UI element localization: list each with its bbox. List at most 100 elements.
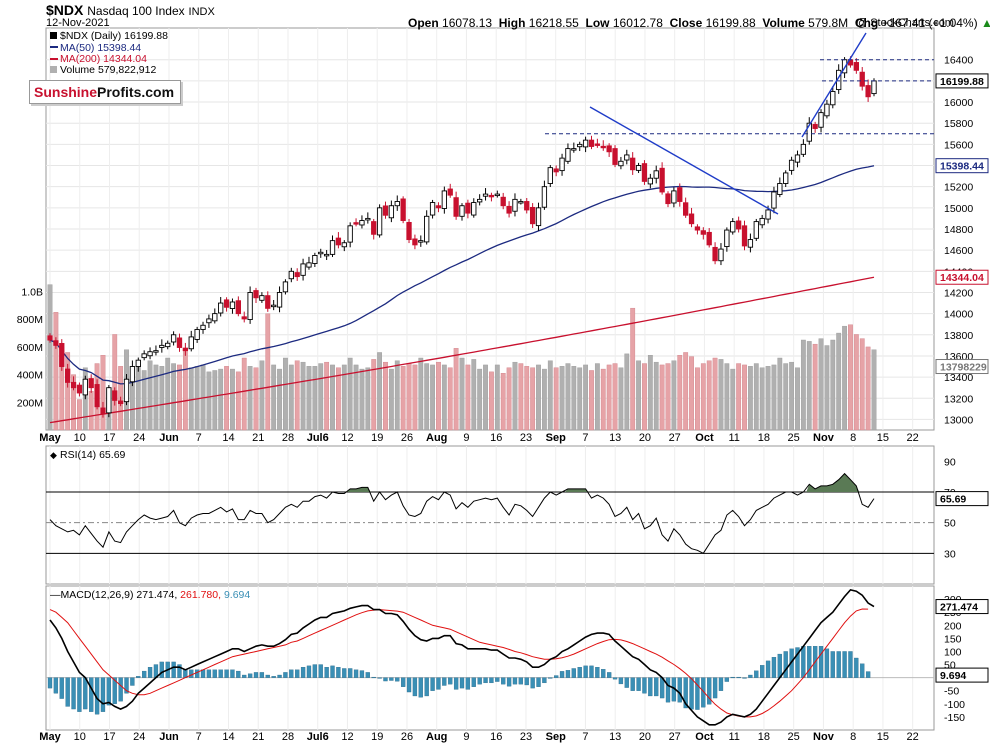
volume-bar (377, 352, 382, 431)
macd-histogram-bar (448, 677, 453, 685)
volume-bar (224, 366, 229, 431)
x-tick-label-bottom: 22 (907, 731, 919, 743)
macd-histogram-bar (212, 669, 217, 678)
candle-body (112, 390, 118, 401)
candle-body (747, 239, 754, 248)
candle-body (688, 213, 695, 225)
candle-body (353, 222, 359, 225)
volume-bar (706, 360, 712, 431)
panel-frame-2 (45, 445, 935, 585)
candle-body (106, 387, 112, 414)
macd-histogram-bar (595, 667, 600, 678)
price-tick-label: 15000 (944, 203, 973, 215)
macd-histogram-bar (53, 677, 59, 694)
volume-bar (353, 364, 359, 431)
candle-body (147, 351, 153, 357)
candle-body (388, 205, 395, 219)
volume-bar (647, 355, 653, 431)
volume-bar (536, 364, 541, 431)
candle-body (582, 139, 589, 148)
volume-bar (165, 357, 171, 431)
macd-histogram-bar (524, 677, 529, 686)
candle-body (765, 209, 771, 220)
x-tick-label-bottom: Sep (546, 731, 566, 743)
price-legend-text: $NDX (Daily) 16199.88 (60, 30, 168, 42)
symbol: $NDX (46, 2, 84, 18)
candle-body (288, 270, 294, 280)
x-tick-label-bottom: 10 (74, 731, 86, 743)
volume-bar (430, 364, 435, 431)
volume-bar (418, 357, 424, 431)
candle-body (806, 122, 812, 142)
macd-histogram-bar (371, 676, 376, 679)
x-tick-label-top: 17 (103, 432, 115, 444)
macd-histogram-bar (418, 677, 423, 698)
candle-body (735, 220, 742, 230)
candle-body (188, 336, 194, 350)
macd-histogram-bar (389, 677, 394, 681)
candle-body (306, 262, 312, 268)
macd-histogram-bar (589, 665, 594, 678)
macd-histogram-bar (106, 677, 112, 706)
volume-bar (818, 338, 824, 431)
copyright: @ StockCharts.com (856, 17, 954, 29)
volume-bar (800, 339, 806, 431)
macd-current-label-box (935, 599, 989, 615)
candle-body (294, 272, 300, 278)
candle-body (70, 381, 77, 389)
volume-bar (777, 357, 783, 431)
candle-body (824, 103, 830, 117)
candle-body (394, 201, 400, 207)
candle-body (577, 143, 583, 148)
volume-bar (265, 313, 271, 431)
volume-bar (230, 368, 235, 431)
macd-histogram-bar (47, 677, 53, 689)
candle-body (471, 202, 477, 216)
volume-bar (259, 360, 265, 431)
candle-body (671, 190, 677, 204)
rsi-legend-text: RSI(14) 65.69 (60, 449, 126, 461)
macd-histogram-bar (259, 672, 265, 678)
candle-body (665, 193, 671, 205)
x-tick-label-bottom: Oct (695, 731, 714, 743)
macd-histogram-bar (247, 673, 253, 678)
macd-histogram-bar (336, 667, 341, 678)
price-tick-label: 14000 (944, 309, 973, 321)
candle-body (853, 62, 859, 71)
volume-bar (571, 366, 577, 431)
macd-histogram-bar (760, 665, 765, 678)
candle-body (123, 378, 130, 403)
volume-bar (100, 355, 106, 431)
x-tick-label-bottom: May (39, 731, 61, 743)
macd-histogram-bar (359, 670, 365, 678)
volume-bar (406, 363, 412, 431)
macd-histogram-bar (830, 651, 835, 678)
x-tick-label-bottom: 16 (490, 731, 502, 743)
x-tick-label-top: Aug (426, 432, 447, 444)
volume-bar (77, 399, 82, 431)
macd-histogram-bar (530, 677, 535, 689)
volume-bar (748, 366, 753, 431)
volume-bar (500, 373, 506, 431)
candle-body (212, 313, 218, 322)
candle-body (359, 220, 365, 226)
volume-bar (271, 364, 277, 431)
volume-bar (506, 367, 512, 431)
candle-body (376, 207, 383, 236)
macd-histogram-bar (554, 675, 559, 678)
x-tick-label-top: 19 (371, 432, 383, 444)
macd-histogram-bar (289, 669, 294, 678)
macd-histogram-bar (848, 651, 853, 678)
volume-bar (559, 366, 565, 431)
candle-body (600, 145, 606, 149)
x-tick-label-bottom: 27 (669, 731, 681, 743)
x-tick-label-top: Oct (695, 432, 714, 444)
panel-frame-3 (45, 585, 935, 731)
candle-body (300, 263, 306, 276)
candle-body (753, 221, 759, 239)
volume-bar (759, 367, 765, 431)
volume-bar (459, 357, 465, 431)
volume-bar (436, 361, 441, 431)
x-tick-label-top: 24 (133, 432, 145, 444)
